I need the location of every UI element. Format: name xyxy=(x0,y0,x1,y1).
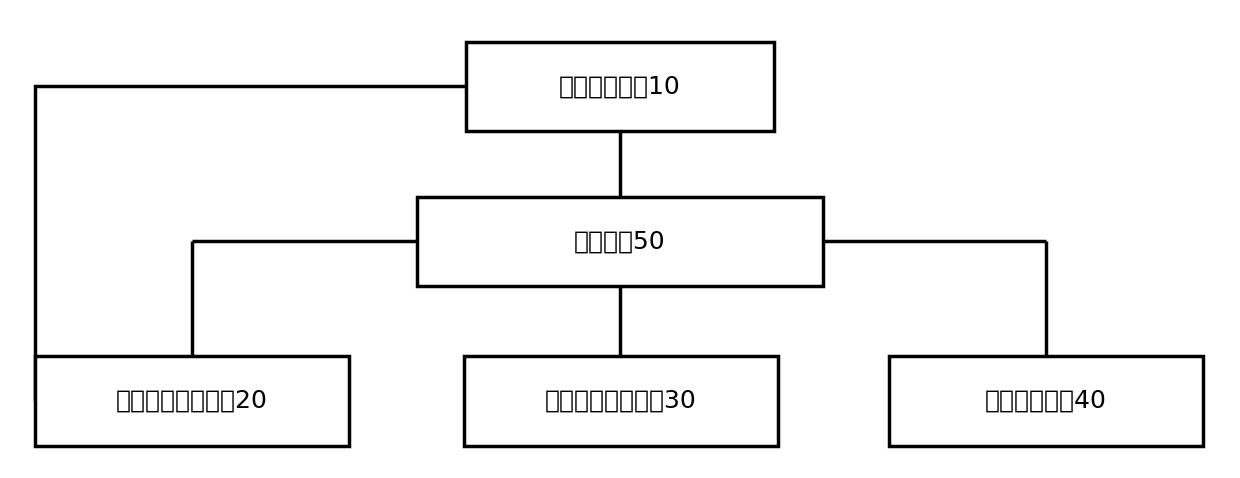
Text: 第二电流检测模块30: 第二电流检测模块30 xyxy=(544,389,697,413)
FancyBboxPatch shape xyxy=(417,197,823,286)
FancyBboxPatch shape xyxy=(35,357,348,445)
Text: 谐波注入电路10: 谐波注入电路10 xyxy=(559,75,681,98)
Text: 第一电流检测模块20: 第一电流检测模块20 xyxy=(117,389,268,413)
FancyBboxPatch shape xyxy=(464,357,777,445)
Text: 控制模块50: 控制模块50 xyxy=(574,229,666,253)
Text: 电压检测模块40: 电压检测模块40 xyxy=(985,389,1106,413)
FancyBboxPatch shape xyxy=(889,357,1203,445)
FancyBboxPatch shape xyxy=(466,42,774,131)
